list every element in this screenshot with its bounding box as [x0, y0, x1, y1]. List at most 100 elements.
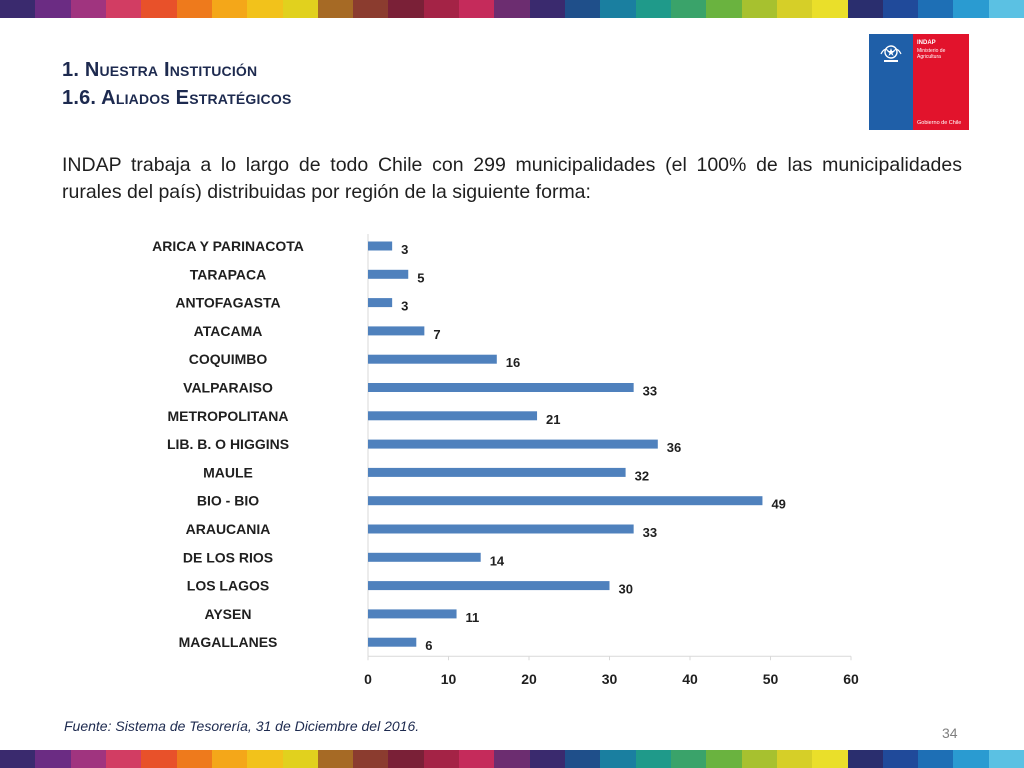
stripe-segment	[35, 0, 71, 18]
data-label: 5	[417, 270, 424, 285]
logo-government-text: Gobierno de Chile	[917, 120, 962, 126]
stripe-segment	[459, 0, 495, 18]
stripe-segment	[105, 0, 142, 18]
bar	[368, 354, 497, 364]
stripe-segment	[847, 750, 883, 768]
bar	[368, 552, 481, 562]
data-label: 3	[401, 242, 408, 257]
stripe-segment	[176, 750, 212, 768]
bar	[368, 298, 393, 308]
x-tick-label: 30	[602, 671, 618, 687]
data-label: 16	[506, 355, 520, 370]
stripe-segment	[247, 0, 283, 18]
x-tick-label: 60	[843, 671, 859, 687]
stripe-segment	[459, 750, 495, 768]
data-label: 21	[546, 412, 560, 427]
stripe-segment	[882, 750, 919, 768]
stripe-segment	[247, 750, 283, 768]
indap-logo: INDAP Ministerio de Agricultura Gobierno…	[869, 34, 969, 130]
data-label: 49	[771, 497, 785, 512]
category-label: VALPARAISO	[183, 380, 273, 396]
logo-red-panel: INDAP Ministerio de Agricultura Gobierno…	[913, 34, 969, 130]
stripe-segment	[741, 0, 777, 18]
category-label: ATACAMA	[194, 323, 263, 339]
x-tick-label: 20	[521, 671, 537, 687]
data-label: 33	[643, 525, 657, 540]
data-label: 6	[425, 638, 432, 653]
bar	[368, 524, 634, 534]
category-label: TARAPACA	[190, 266, 266, 282]
stripe-segment	[882, 0, 919, 18]
stripe-segment	[988, 750, 1024, 768]
stripe-segment	[388, 750, 424, 768]
stripe-segment	[35, 750, 71, 768]
stripe-segment	[0, 0, 36, 18]
stripe-segment	[353, 0, 389, 18]
bar	[368, 241, 393, 251]
category-label: DE LOS RIOS	[183, 549, 273, 565]
stripe-segment	[423, 0, 460, 18]
stripe-segment	[953, 0, 989, 18]
x-tick-label: 40	[682, 671, 698, 687]
stripe-segment	[953, 750, 989, 768]
x-tick-label: 10	[441, 671, 457, 687]
stripe-segment	[812, 0, 848, 18]
stripe-segment	[776, 750, 813, 768]
bar	[368, 609, 457, 619]
coat-of-arms-icon	[880, 45, 902, 62]
x-tick-label: 50	[763, 671, 779, 687]
x-tick-label: 0	[364, 671, 372, 687]
stripe-segment	[988, 0, 1024, 18]
stripe-segment	[141, 750, 177, 768]
stripe-segment	[423, 750, 460, 768]
stripe-segment	[317, 0, 354, 18]
category-label: AYSEN	[205, 606, 252, 622]
stripe-segment	[494, 0, 530, 18]
stripe-segment	[282, 0, 318, 18]
stripe-segment	[211, 750, 248, 768]
category-label: COQUIMBO	[189, 351, 268, 367]
stripe-segment	[918, 750, 954, 768]
data-label: 3	[401, 299, 408, 314]
stripe-segment	[565, 0, 601, 18]
category-label: MAULE	[203, 464, 253, 480]
category-label: ARAUCANIA	[186, 521, 271, 537]
stripe-segment	[565, 750, 601, 768]
page-number: 34	[942, 725, 958, 741]
stripe-segment	[776, 0, 813, 18]
data-label: 7	[433, 327, 440, 342]
intro-paragraph: INDAP trabaja a lo largo de todo Chile c…	[62, 154, 962, 203]
stripe-segment	[706, 0, 742, 18]
bar	[368, 496, 763, 506]
bar	[368, 637, 417, 647]
data-label: 11	[466, 610, 480, 625]
bar	[368, 411, 538, 421]
bottom-color-stripe	[0, 750, 1024, 768]
data-label: 32	[635, 468, 649, 483]
title-line-1: 1. Nuestra Institución	[62, 59, 258, 81]
stripe-segment	[105, 750, 142, 768]
bar	[368, 467, 626, 477]
title-line-2: 1.6. Aliados Estratégicos	[62, 87, 292, 109]
category-label: ANTOFAGASTA	[175, 295, 280, 311]
stripe-segment	[0, 750, 36, 768]
category-label: LOS LAGOS	[187, 578, 269, 594]
stripe-segment	[353, 750, 389, 768]
category-label: METROPOLITANA	[167, 408, 288, 424]
data-label: 14	[490, 553, 505, 568]
stripe-segment	[741, 750, 777, 768]
municipalities-bar-chart: ARICA Y PARINACOTA 3 TARAPACA 5 ANTOFAGASTA 3…	[152, 234, 859, 687]
bar	[368, 326, 425, 336]
logo-ministry-text: Ministerio de Agricultura	[917, 48, 946, 60]
stripe-segment	[918, 0, 954, 18]
bar	[368, 439, 658, 449]
stripe-segment	[176, 0, 212, 18]
stripe-segment	[635, 750, 671, 768]
bar	[368, 269, 409, 279]
stripe-segment	[211, 0, 248, 18]
stripe-segment	[635, 0, 671, 18]
top-color-stripe	[0, 0, 1024, 18]
stripe-segment	[600, 750, 636, 768]
stripe-segment	[670, 750, 707, 768]
stripe-segment	[317, 750, 354, 768]
